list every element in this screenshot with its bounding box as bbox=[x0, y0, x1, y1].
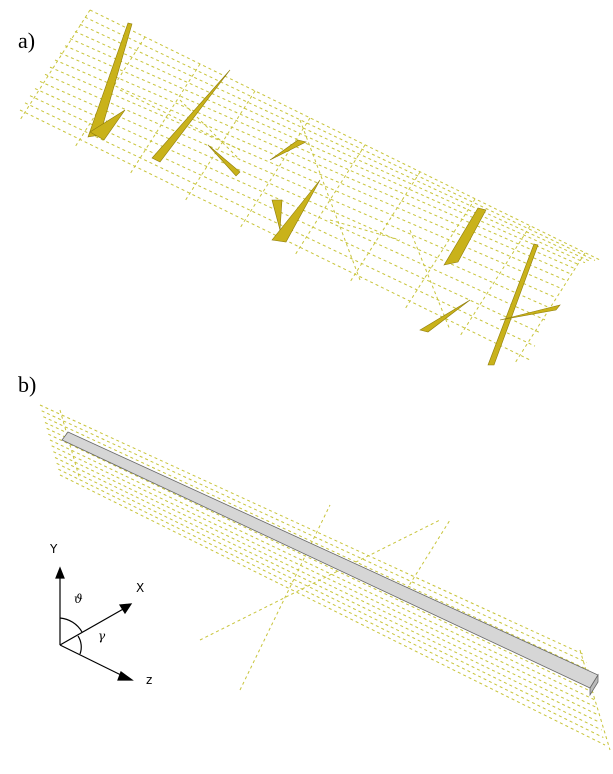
wire bbox=[80, 24, 590, 261]
wire bbox=[55, 60, 565, 280]
wire bbox=[50, 67, 560, 288]
wireframe-b bbox=[40, 405, 610, 750]
wire bbox=[350, 172, 420, 282]
wire bbox=[48, 434, 593, 692]
cones-a bbox=[88, 23, 560, 365]
bar bbox=[62, 432, 598, 688]
wire bbox=[120, 90, 240, 150]
figure: a) b) Y X z ϑ γ bbox=[0, 0, 613, 774]
wire bbox=[45, 74, 555, 297]
wire bbox=[580, 650, 610, 750]
wire bbox=[20, 110, 530, 360]
wire bbox=[50, 440, 595, 700]
axis-label: X bbox=[136, 581, 144, 595]
wire bbox=[75, 31, 585, 262]
wire bbox=[65, 46, 575, 269]
wire bbox=[60, 53, 570, 274]
axis-label: Y bbox=[49, 542, 58, 556]
wire bbox=[43, 417, 588, 670]
axis-triad bbox=[56, 568, 132, 680]
axis-label: z bbox=[146, 673, 152, 687]
angle-label: γ bbox=[98, 629, 106, 643]
wire bbox=[52, 446, 597, 708]
wire bbox=[85, 17, 595, 260]
wire bbox=[60, 475, 605, 745]
wire bbox=[20, 10, 90, 120]
wire bbox=[330, 220, 400, 240]
panel-label: a) bbox=[18, 28, 35, 53]
wire bbox=[90, 10, 600, 260]
panel-label: b) bbox=[18, 372, 36, 397]
wire bbox=[200, 520, 440, 640]
angle-label: ϑ bbox=[74, 592, 83, 606]
wire bbox=[40, 405, 585, 655]
wire bbox=[58, 469, 603, 737]
wire bbox=[410, 230, 450, 330]
wire bbox=[57, 463, 602, 730]
wire bbox=[185, 91, 255, 201]
wire bbox=[460, 226, 530, 336]
wire bbox=[70, 39, 580, 266]
